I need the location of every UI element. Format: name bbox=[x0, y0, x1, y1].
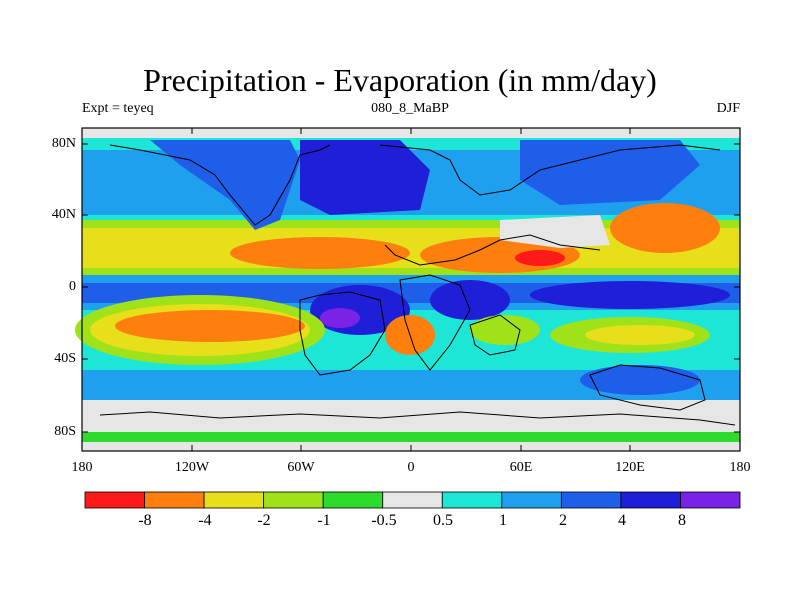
axis-ticks bbox=[81, 128, 741, 451]
x-tick-label: 180 bbox=[71, 460, 93, 475]
colorbar-swatch bbox=[203, 491, 265, 509]
x-tick-label: 60E bbox=[509, 460, 533, 475]
colorbar-label: 8 bbox=[678, 512, 686, 529]
colorbar-label: 1 bbox=[499, 512, 507, 529]
colorbar-swatch bbox=[263, 491, 324, 509]
y-tick-label: 40N bbox=[51, 207, 76, 222]
y-tick-label: 80N bbox=[51, 136, 76, 151]
colorbar-swatch bbox=[620, 491, 681, 509]
field-patch bbox=[115, 310, 305, 342]
colorbar-label: -2 bbox=[257, 512, 271, 529]
field-patch bbox=[300, 140, 430, 215]
colorbar-label: 4 bbox=[618, 512, 626, 529]
map-title: Precipitation - Evaporation (in mm/day) bbox=[143, 62, 657, 98]
colorbar-swatch bbox=[560, 491, 622, 509]
colorbar-swatch bbox=[680, 491, 741, 509]
coastline bbox=[589, 364, 706, 411]
colorbar-label: 2 bbox=[559, 512, 567, 529]
map-field bbox=[75, 128, 740, 451]
colorbar-swatch bbox=[441, 491, 503, 509]
x-tick-label: 120E bbox=[615, 460, 645, 475]
x-tick-label: 60W bbox=[287, 460, 315, 475]
field-patch bbox=[530, 281, 730, 309]
field-patch bbox=[150, 140, 300, 230]
field-patch bbox=[580, 365, 700, 395]
coastline bbox=[99, 411, 736, 426]
colorbar-swatch bbox=[144, 491, 205, 509]
colorbar-swatch bbox=[322, 491, 384, 509]
colorbar-swatch bbox=[84, 491, 145, 509]
y-tick-label: 40S bbox=[54, 351, 76, 366]
field-patch bbox=[515, 250, 565, 266]
colorbar-swatch bbox=[382, 491, 443, 509]
x-tick-label: 180 bbox=[729, 460, 751, 475]
period-label: 080_8_MaBP bbox=[371, 101, 449, 116]
season-label: DJF bbox=[716, 101, 740, 116]
field-patch bbox=[520, 140, 700, 205]
colorbar-label: -8 bbox=[138, 512, 152, 529]
y-tick-label: 80S bbox=[54, 424, 76, 439]
field-patch bbox=[610, 203, 720, 253]
y-tick-label: 0 bbox=[69, 279, 76, 294]
field-patch bbox=[430, 280, 510, 320]
coastline bbox=[109, 144, 331, 226]
coastline bbox=[379, 144, 721, 196]
colorbar bbox=[84, 491, 741, 509]
colorbar-label: -0.5 bbox=[371, 512, 397, 529]
coastline bbox=[299, 291, 386, 376]
coastline bbox=[469, 314, 521, 356]
x-tick-label: 0 bbox=[407, 460, 415, 475]
coastline-outlines bbox=[99, 144, 736, 426]
field-patch bbox=[585, 325, 695, 345]
field-patch bbox=[230, 237, 410, 269]
colorbar-swatch bbox=[501, 491, 562, 509]
experiment-label: Expt = teyeq bbox=[82, 101, 154, 116]
field-patch bbox=[470, 315, 540, 345]
field-patch bbox=[500, 215, 610, 248]
coastline bbox=[399, 274, 471, 371]
field-patch bbox=[320, 308, 360, 328]
coastline bbox=[384, 234, 601, 266]
colorbar-label: -4 bbox=[198, 512, 212, 529]
x-tick-label: 120W bbox=[174, 460, 210, 475]
field-band bbox=[82, 432, 740, 442]
colorbar-label: -1 bbox=[317, 512, 331, 529]
colorbar-label: 0.5 bbox=[433, 512, 453, 529]
